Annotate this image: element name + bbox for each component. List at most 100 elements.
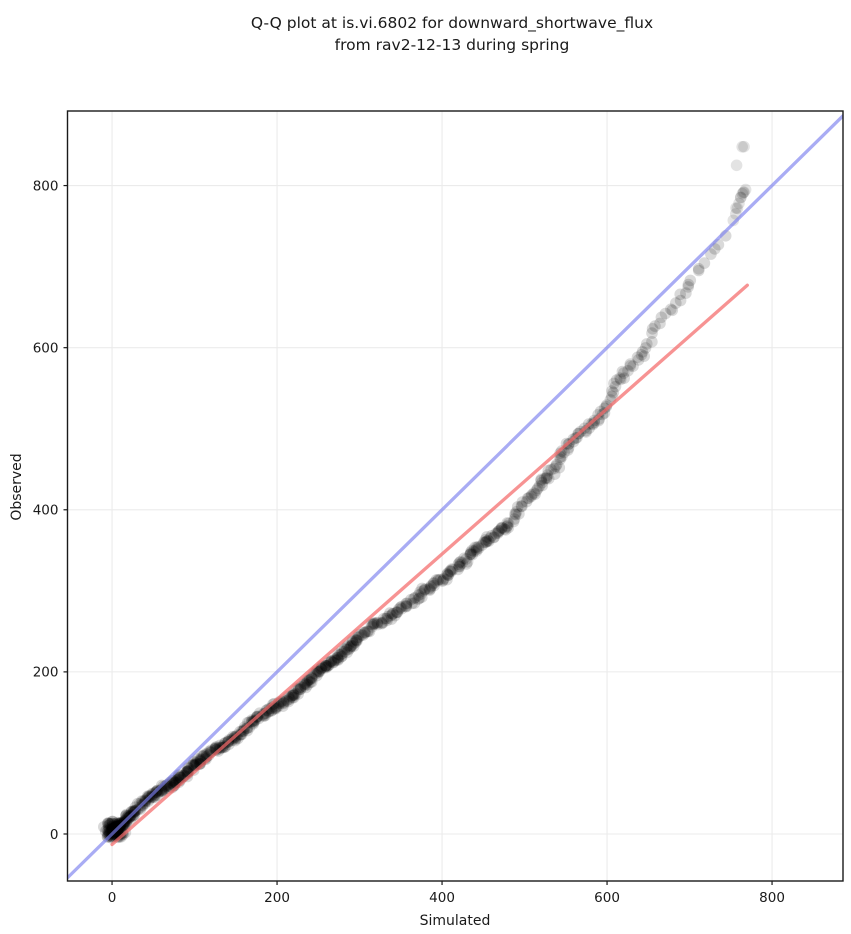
quantile-point [535, 473, 547, 486]
quantile-point [414, 586, 426, 598]
quantile-point [470, 543, 483, 556]
quantile-point [102, 817, 114, 830]
quantile-point [288, 691, 300, 704]
quantile-point [141, 790, 154, 802]
quantile-point [736, 187, 749, 200]
quantile-point [430, 574, 443, 586]
quantile-point [525, 490, 537, 503]
quantile-point [464, 548, 476, 561]
quantile-point [106, 817, 118, 830]
x-tick-label: 600 [594, 890, 620, 906]
quantile-point [496, 522, 509, 534]
quantile-point [125, 805, 138, 818]
quantile-point [495, 521, 508, 534]
quantile-point [526, 489, 538, 501]
quantile-point [172, 771, 184, 784]
quantile-point [453, 560, 466, 573]
quantile-point [515, 500, 528, 512]
quantile-point [211, 743, 223, 756]
quantile-point [167, 777, 179, 789]
quantile-point [183, 762, 195, 775]
quantile-point [470, 541, 483, 554]
quantile-point [292, 683, 305, 695]
quantile-point [478, 536, 490, 549]
quantile-point [390, 606, 403, 618]
quantile-point [482, 534, 494, 547]
quantile-point [384, 607, 396, 619]
quantile-point [464, 548, 477, 560]
quantile-point [331, 651, 344, 664]
quantile-point [408, 592, 420, 605]
quantile-point [387, 608, 399, 620]
y-tick-label: 0 [50, 827, 59, 843]
quantile-point [739, 183, 752, 196]
quantile-point [495, 522, 508, 535]
quantile-point [452, 558, 465, 570]
quantile-point [346, 635, 359, 647]
quantile-point [649, 320, 661, 332]
quantile-point [282, 695, 295, 708]
quantile-point [336, 650, 348, 662]
quantile-point [363, 625, 376, 638]
quantile-point [394, 601, 407, 614]
quantile-point [286, 690, 299, 702]
quantile-point [299, 677, 311, 690]
quantile-point [452, 563, 464, 576]
quantile-point [102, 820, 115, 832]
quantile-point [194, 758, 206, 770]
quantile-point [350, 634, 363, 646]
quantile-point [301, 674, 314, 687]
quantile-point [344, 642, 356, 654]
quantile-point [428, 577, 440, 589]
quantile-point [341, 643, 353, 656]
quantile-point [521, 492, 534, 505]
quantile-point [733, 197, 745, 210]
quantile-point [684, 274, 697, 287]
quantile-point [542, 464, 555, 477]
quantile-point [329, 653, 341, 665]
quantile-point [646, 336, 658, 348]
quantile-point [103, 817, 116, 830]
quantile-point [277, 696, 290, 709]
quantile-point [442, 569, 455, 581]
quantile-point [431, 575, 444, 587]
quantile-point [548, 468, 561, 481]
quantile-point [305, 676, 318, 688]
quantile-point [396, 602, 408, 615]
quantile-point [442, 569, 454, 581]
quantile-point [674, 288, 686, 301]
quantile-point [127, 809, 140, 822]
quantile-point [146, 790, 159, 803]
quantile-point [456, 557, 469, 569]
quantile-point [674, 294, 687, 307]
quantile-point [191, 753, 204, 765]
quantile-point [446, 563, 458, 575]
quantile-point [479, 536, 492, 549]
quantile-point [371, 617, 383, 629]
quantile-point [737, 186, 750, 199]
quantile-point [303, 674, 316, 686]
quantile-point [252, 712, 265, 725]
quantile-point [594, 405, 607, 418]
quantile-point [412, 593, 425, 605]
quantile-point [609, 380, 622, 393]
quantile-point [639, 342, 652, 354]
quantile-point [287, 688, 300, 700]
quantile-point [295, 681, 307, 693]
quantile-point [554, 447, 566, 460]
quantile-point [659, 307, 672, 320]
chart-title-line2: from rav2-12-13 during spring [335, 36, 570, 54]
quantile-point [513, 508, 525, 520]
quantile-point [618, 372, 630, 385]
quantile-point [355, 629, 368, 641]
quantile-point [469, 541, 481, 554]
quantile-point [106, 815, 119, 828]
quantile-point [108, 823, 121, 836]
axis-ticks: 0 200 400 600 800 0 200 400 600 800 [33, 178, 785, 906]
quantile-point [385, 609, 398, 622]
quantile-point [490, 527, 502, 540]
quantile-point [157, 780, 169, 793]
quantile-point [408, 597, 421, 609]
quantile-point [102, 829, 115, 841]
